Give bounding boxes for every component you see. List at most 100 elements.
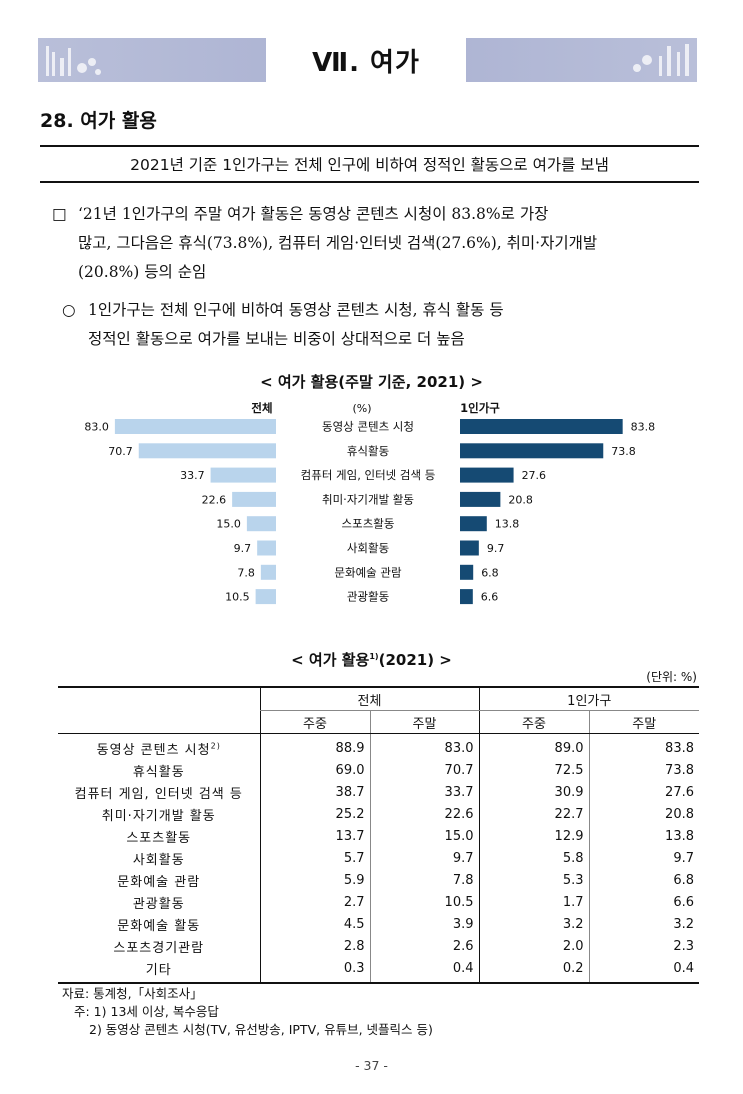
table-corner <box>58 686 260 734</box>
table-row-label: 스포츠경기관람 <box>58 935 260 957</box>
table-cell: 3.2 <box>478 913 589 935</box>
table-cell: 83.0 <box>369 733 479 759</box>
table-cell: 5.8 <box>478 847 589 869</box>
table-cell: 2.7 <box>259 891 370 913</box>
bar-graphic-decoration-icon <box>46 46 101 76</box>
table-row-label: 문화예술 활동 <box>58 913 260 935</box>
value-label-all: 10.5 <box>225 591 250 604</box>
table-cell: 12.9 <box>478 825 589 847</box>
paragraph-line: ‘21년 1인가구의 주말 여가 활동은 동영상 콘텐츠 시청이 83.8%로 … <box>78 205 549 223</box>
value-label-all: 15.0 <box>216 518 241 531</box>
table-cell: 22.7 <box>478 803 589 825</box>
table-cell: 3.9 <box>369 913 479 935</box>
value-label-all: 7.8 <box>237 566 255 579</box>
table-row-label: 기타 <box>58 957 260 984</box>
row-label-text: 휴식활동 <box>132 764 185 780</box>
table-cell: 22.6 <box>369 803 479 825</box>
table-row-label: 컴퓨터 게임, 인터넷 검색 등 <box>58 781 260 803</box>
bar-all <box>257 540 276 556</box>
bar-all <box>210 467 276 483</box>
table-cell: 20.8 <box>588 803 699 825</box>
section-title: 28. 여가 활용 <box>40 110 157 132</box>
table-cell: 1.7 <box>478 891 589 913</box>
category-label: 휴식활동 <box>347 444 389 458</box>
table-row: 사회활동 5.7 9.7 5.8 9.7 <box>58 847 699 869</box>
chart-title: < 여가 활용(주말 기준, 2021) > <box>260 373 483 391</box>
table-row-label: 사회활동 <box>58 847 260 869</box>
table-cell: 13.8 <box>588 825 699 847</box>
row-label-text: 문화예술 관람 <box>117 874 201 890</box>
table-cell: 0.3 <box>259 957 370 984</box>
table-title-footnote: 1) <box>369 652 379 661</box>
value-label-all: 22.6 <box>202 493 227 506</box>
table-row-label: 동영상 콘텐츠 시청2) <box>58 734 260 760</box>
series-label-single: 1인가구 <box>460 401 500 415</box>
table-sub-weekday: 주중 <box>478 710 589 734</box>
table-cell: 6.8 <box>588 869 699 891</box>
row-label-text: 스포츠활동 <box>126 830 192 846</box>
table-row-label: 휴식활동 <box>58 759 260 781</box>
table-cell: 4.5 <box>259 913 370 935</box>
unit-label: (%) <box>352 402 371 415</box>
paragraph-line: 많고, 그다음은 휴식(73.8%), 컴퓨터 게임·인터넷 검색(27.6%)… <box>78 234 598 252</box>
table-cell: 5.7 <box>259 847 370 869</box>
paragraph-line: 1인가구는 전체 인구에 비하여 동영상 콘텐츠 시청, 휴식 활동 등 <box>88 301 504 319</box>
leisure-table: 전체 1인가구 주중 주말 주중 주말 동영상 콘텐츠 시청2) 88.9 83.0… <box>58 686 699 984</box>
bar-single-household <box>460 540 479 556</box>
leisure-bar-chart: 전체 (%) 1인가구 83.0 83.8 동영상 콘텐츠 시청 70.7 73.8 휴식… <box>84 401 656 605</box>
table-row-label: 스포츠활동 <box>58 825 260 847</box>
table-cell: 89.0 <box>478 733 589 759</box>
table-cell: 15.0 <box>369 825 479 847</box>
table-row: 휴식활동 69.0 70.7 72.5 73.8 <box>58 759 699 781</box>
row-label-text: 컴퓨터 게임, 인터넷 검색 등 <box>74 786 243 802</box>
bar-all <box>255 589 276 605</box>
table-cell: 27.6 <box>588 781 699 803</box>
bar-all <box>114 419 276 434</box>
table-cell: 7.8 <box>369 869 479 891</box>
table-sub-weekend: 주말 <box>588 710 699 734</box>
row-label-text: 스포츠경기관람 <box>113 940 205 956</box>
table-title-text: < 여가 활용 <box>291 651 370 669</box>
table-cell: 83.8 <box>588 733 699 759</box>
row-label-text: 문화예술 활동 <box>117 918 201 934</box>
row-label-text: 기타 <box>145 962 172 978</box>
table-title-year: (2021) > <box>378 651 452 669</box>
source-note: 자료: 통계청,「사회조사」 <box>62 986 203 1001</box>
table-row: 문화예술 활동 4.5 3.9 3.2 3.2 <box>58 913 699 935</box>
bar-single-household <box>460 491 501 507</box>
value-label-single: 13.8 <box>495 518 519 531</box>
table-group-all: 전체 <box>259 686 479 711</box>
bar-graphic-decoration-icon <box>633 44 689 76</box>
series-label-all: 전체 <box>251 401 272 415</box>
table-cell: 73.8 <box>588 759 699 781</box>
table-row: 컴퓨터 게임, 인터넷 검색 등 38.7 33.7 30.9 27.6 <box>58 781 699 803</box>
table-cell: 0.4 <box>369 957 479 984</box>
bar-all <box>246 516 276 532</box>
table-row: 스포츠경기관람 2.8 2.6 2.0 2.3 <box>58 935 699 957</box>
table-row: 관광활동 2.7 10.5 1.7 6.6 <box>58 891 699 913</box>
chapter-banner: Ⅶ. 여가 <box>38 38 697 82</box>
table-group-single: 1인가구 <box>478 686 699 711</box>
table-cell: 2.0 <box>478 935 589 957</box>
table-cell: 2.3 <box>588 935 699 957</box>
table-sub-weekend: 주말 <box>369 710 479 734</box>
table-cell: 2.8 <box>259 935 370 957</box>
category-label: 동영상 콘텐츠 시청 <box>322 420 414 434</box>
paragraph-main: □ ‘21년 1인가구의 주말 여가 활동은 동영상 콘텐츠 시청이 83.8%로… <box>52 200 700 287</box>
value-label-single: 27.6 <box>522 469 547 482</box>
table-cell: 38.7 <box>259 781 370 803</box>
row-label-text: 취미·자기개발 활동 <box>101 808 216 824</box>
category-label: 관광활동 <box>347 590 389 604</box>
table-row: 취미·자기개발 활동 25.2 22.6 22.7 20.8 <box>58 803 699 825</box>
table-row: 스포츠활동 13.7 15.0 12.9 13.8 <box>58 825 699 847</box>
table-cell: 72.5 <box>478 759 589 781</box>
table-row: 기타 0.3 0.4 0.2 0.4 <box>58 957 699 984</box>
value-label-single: 83.8 <box>631 421 656 434</box>
category-label: 문화예술 관람 <box>334 565 402 579</box>
table-row-label: 문화예술 관람 <box>58 869 260 891</box>
table-row: 문화예술 관람 5.9 7.8 5.3 6.8 <box>58 869 699 891</box>
row-label-text: 관광활동 <box>132 896 185 912</box>
checkbox-bullet-icon: □ <box>52 205 67 223</box>
page-number: - 37 - <box>355 1058 388 1073</box>
category-label: 사회활동 <box>347 541 389 555</box>
